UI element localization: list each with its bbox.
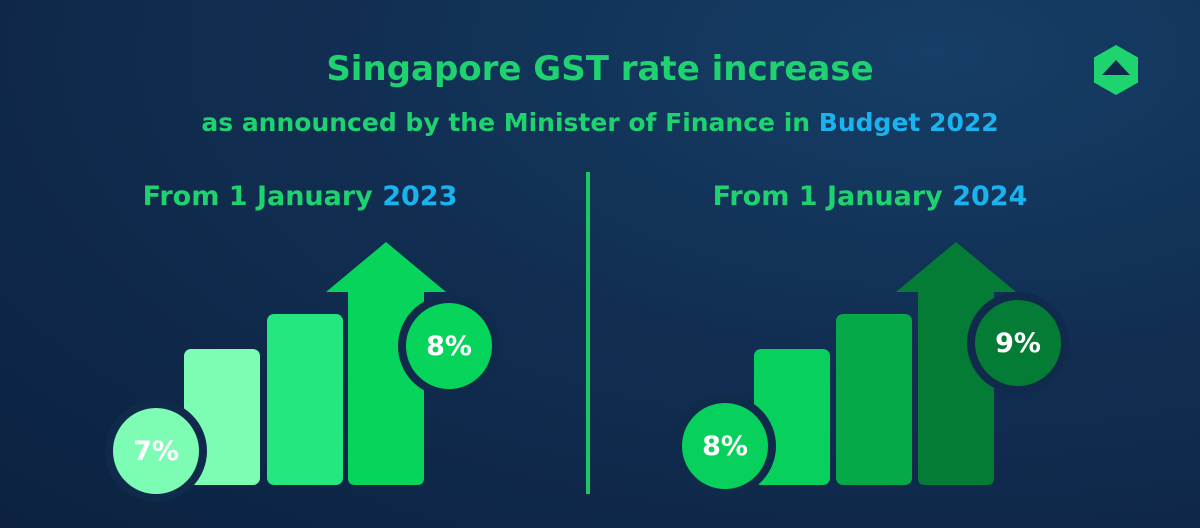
page-title: Singapore GST rate increase xyxy=(326,49,874,89)
brand-logo-icon xyxy=(1094,45,1138,95)
panel-2023: From 1 January 2023 7% 8% xyxy=(0,181,600,502)
panel-heading-text: From 1 January xyxy=(142,181,373,212)
divider xyxy=(586,172,590,494)
subtitle-budget-year: Budget 2022 xyxy=(818,108,999,137)
bar-mid xyxy=(267,314,343,485)
rate-badge-from: 8% xyxy=(674,395,776,497)
panel-heading-year: 2023 xyxy=(382,181,458,212)
panel-heading-text: From 1 January xyxy=(712,181,943,212)
subtitle-text: as announced by the Minister of Finance … xyxy=(201,108,811,137)
panel-heading: From 1 January 2023 xyxy=(0,181,600,212)
page-subtitle: as announced by the Minister of Finance … xyxy=(0,108,1200,137)
bar-mid xyxy=(836,314,912,485)
rate-badge-to: 8% xyxy=(398,295,500,397)
panel-heading: From 1 January 2024 xyxy=(570,181,1170,212)
panel-heading-year: 2024 xyxy=(952,181,1028,212)
up-arrow-icon xyxy=(326,242,446,485)
rate-badge-from: 7% xyxy=(105,400,207,502)
rate-badge-to: 9% xyxy=(967,292,1069,394)
panel-2024: From 1 January 2024 8% 9% xyxy=(570,0,1170,528)
